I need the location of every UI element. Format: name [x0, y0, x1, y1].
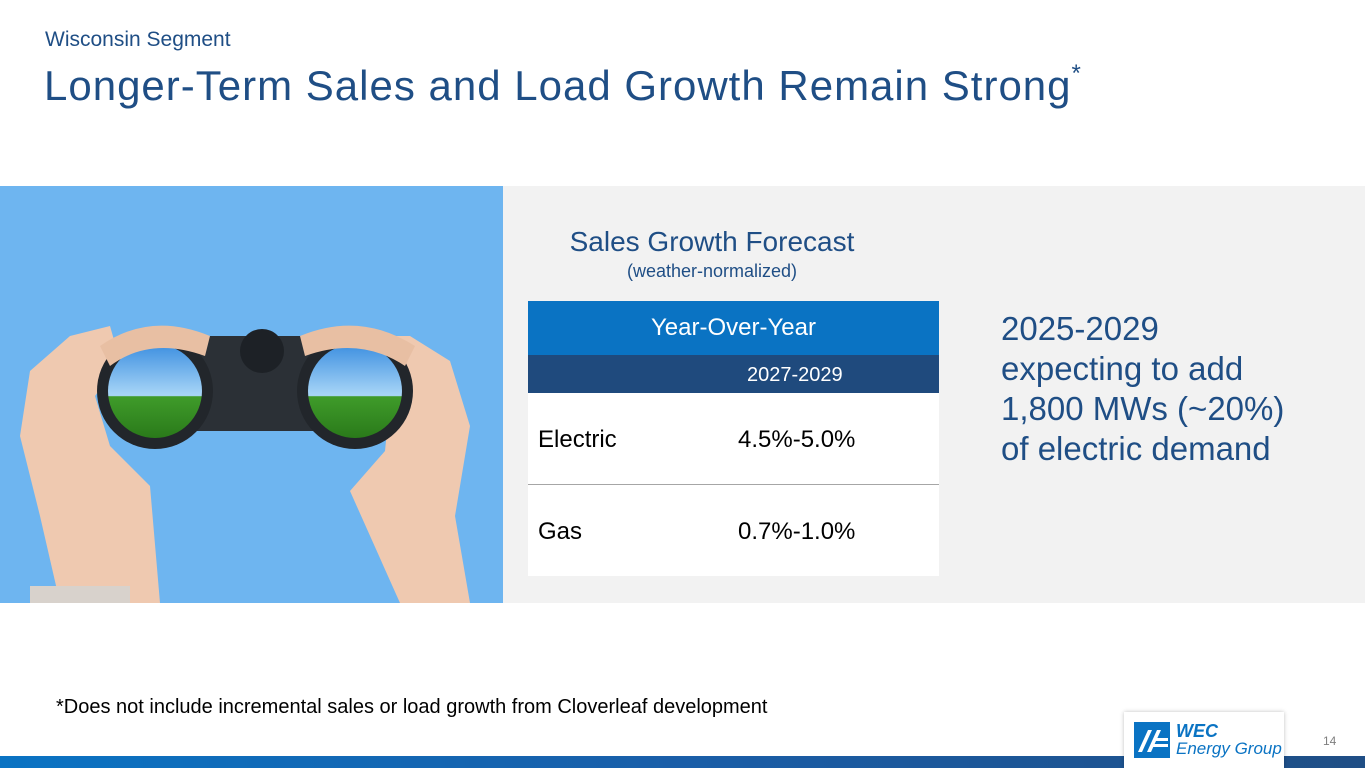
forecast-subtitle: (weather-normalized): [626, 261, 798, 281]
title-footnote-mark: *: [1071, 60, 1082, 87]
footnote: *Does not include incremental sales or l…: [56, 696, 768, 718]
logo-line-energy-group: Energy Group: [1176, 739, 1282, 758]
section-eyebrow: Wisconsin Segment: [45, 28, 231, 51]
callout-line: expecting to add: [1001, 350, 1244, 387]
row-value: 4.5%-5.0%: [738, 426, 856, 453]
table-period-label: 2027-2029: [747, 364, 843, 386]
table-period-header: 2027-2029: [528, 355, 939, 393]
forecast-table: Year-Over-Year 2027-2029 Electric 4.5%-5…: [528, 301, 939, 576]
demand-callout: 2025-2029 expecting to add 1,800 MWs (~2…: [1001, 309, 1331, 469]
logo-wordmark: WEC Energy Group: [1176, 722, 1282, 758]
binoculars-photo: [0, 186, 503, 603]
bottom-accent-bar: [0, 756, 1365, 768]
wec-logo-icon: [1134, 722, 1170, 758]
table-row-electric: Electric 4.5%-5.0%: [528, 393, 939, 484]
table-header: Year-Over-Year: [528, 301, 939, 355]
page-title-text: Longer-Term Sales and Load Growth Remain…: [44, 62, 1072, 109]
binoculars-illustration: [0, 186, 503, 603]
page-number: 14: [1323, 734, 1337, 748]
callout-line: 2025-2029: [1001, 310, 1159, 347]
row-label: Gas: [538, 518, 583, 545]
page-title: Longer-Term Sales and Load Growth Remain…: [44, 60, 1082, 110]
company-logo: WEC Energy Group: [1124, 712, 1284, 768]
row-label: Electric: [538, 426, 617, 453]
callout-line: of electric demand: [1001, 430, 1271, 467]
forecast-title: Sales Growth Forecast: [569, 226, 855, 257]
logo-line-wec: WEC: [1176, 721, 1218, 741]
row-value: 0.7%-1.0%: [738, 518, 856, 545]
callout-line: 1,800 MWs (~20%): [1001, 390, 1285, 427]
table-row-gas: Gas 0.7%-1.0%: [528, 484, 939, 575]
